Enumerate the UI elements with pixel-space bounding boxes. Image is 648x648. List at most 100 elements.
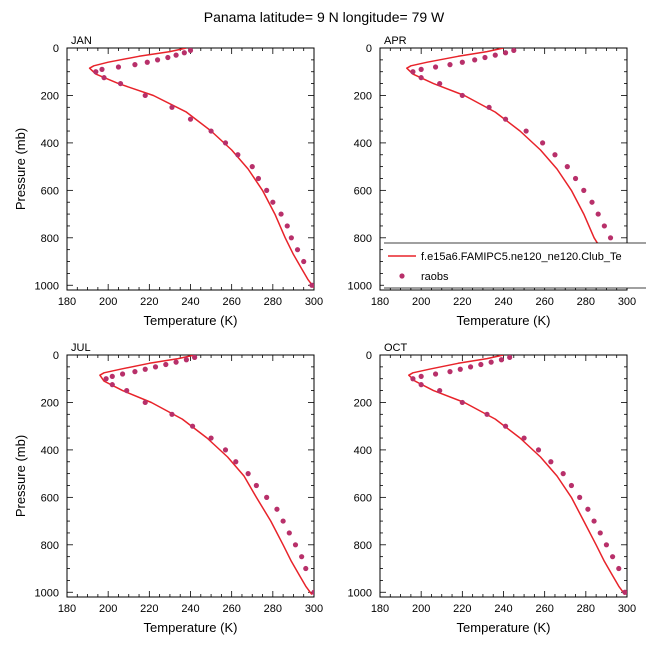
y-tick-label: 1000	[35, 587, 59, 599]
x-axis-label: Temperature (K)	[457, 620, 551, 635]
raobs-point	[264, 187, 270, 193]
raobs-point	[288, 235, 294, 241]
y-tick-label: 800	[354, 233, 372, 245]
y-axis-label: Pressure (mb)	[13, 435, 28, 517]
raobs-point	[581, 187, 587, 193]
raobs-point	[103, 376, 109, 382]
y-tick-label: 800	[354, 540, 372, 552]
y-tick-label: 1000	[35, 280, 59, 292]
raobs-point	[303, 565, 309, 572]
panel-oct: 180 200 220 240 260 280 300 0 200 400 600 800 1000 OC…	[348, 342, 637, 635]
x-tick-label: 200	[412, 296, 430, 308]
raobs-point	[486, 104, 492, 110]
raobs-point	[255, 175, 262, 182]
raobs-point	[245, 471, 251, 477]
x-tick-label: 180	[58, 296, 76, 308]
raobs-point	[564, 164, 570, 170]
raobs-point	[418, 382, 424, 388]
raobs-point	[548, 459, 554, 465]
raobs-point	[192, 355, 198, 360]
raobs-point	[309, 282, 314, 288]
raobs-point	[459, 399, 465, 406]
raobs-point	[502, 50, 509, 56]
x-tick-label: 280	[264, 603, 282, 615]
y-tick-label: 600	[41, 492, 59, 504]
raobs-point	[115, 64, 122, 70]
raobs-point	[284, 223, 290, 229]
raobs-point	[418, 75, 424, 81]
raobs-point	[552, 152, 558, 158]
raobs-point	[601, 223, 607, 229]
y-tick-label: 0	[53, 43, 59, 55]
plot-frame	[379, 354, 628, 598]
raobs-point	[607, 235, 614, 241]
model-line	[88, 48, 314, 289]
y-tick-label: 0	[53, 350, 59, 362]
raobs-point	[502, 116, 509, 122]
x-axis-label: Temperature (K)	[457, 313, 551, 328]
y-tick-label: 200	[354, 397, 372, 409]
raobs-point	[437, 387, 443, 394]
legend-background	[384, 243, 646, 288]
raobs-point	[488, 359, 494, 365]
x-tick-label: 200	[412, 603, 430, 615]
raobs-point	[165, 54, 171, 61]
raobs-point	[432, 371, 439, 377]
raobs-point	[603, 542, 610, 548]
raobs-point	[117, 80, 124, 87]
raobs-point	[535, 447, 542, 453]
raobs-point	[181, 50, 187, 56]
y-tick-label: 200	[41, 90, 59, 102]
raobs-point	[169, 104, 175, 110]
raobs-point	[311, 589, 314, 595]
x-tick-label: 260	[535, 296, 553, 308]
raobs-point	[101, 75, 107, 81]
x-tick-label: 300	[618, 603, 636, 615]
raobs-point	[482, 54, 488, 61]
raobs-point	[142, 399, 148, 406]
raobs-point	[459, 59, 465, 65]
raobs-point	[301, 258, 307, 265]
raobs-point	[163, 361, 169, 368]
x-axis-label: Temperature (K)	[144, 313, 238, 328]
y-tick-label: 800	[41, 540, 59, 552]
raobs-point	[142, 92, 148, 99]
raobs-point	[109, 373, 115, 379]
raobs-point	[294, 247, 301, 253]
model-line	[408, 355, 626, 596]
raobs-point	[292, 542, 299, 548]
x-tick-label: 240	[494, 296, 512, 308]
panel-title: OCT	[384, 342, 408, 354]
raobs-point	[622, 589, 627, 595]
raobs-point	[208, 128, 214, 134]
raobs-point	[410, 376, 416, 382]
raobs-point	[169, 411, 175, 417]
raobs-point	[286, 530, 292, 536]
panel-title: APR	[384, 35, 407, 47]
raobs-point	[173, 359, 179, 365]
x-tick-label: 180	[371, 296, 389, 308]
plot-frame	[66, 47, 315, 291]
raobs-point	[173, 52, 179, 58]
raobs-point	[467, 364, 474, 370]
x-tick-label: 220	[453, 603, 471, 615]
x-tick-label: 220	[140, 603, 158, 615]
figure-title: Panama latitude= 9 N longitude= 79 W	[204, 9, 445, 25]
raobs-point	[523, 128, 529, 134]
raobs-point	[274, 506, 280, 512]
raobs-point	[521, 435, 527, 441]
x-tick-label: 280	[577, 296, 595, 308]
raobs-point	[418, 373, 424, 379]
plot-area	[408, 355, 627, 596]
raobs-point	[437, 80, 443, 87]
raobs-point	[183, 357, 189, 363]
raobs-point	[253, 482, 259, 489]
y-tick-label: 200	[354, 90, 372, 102]
legend-obs-marker	[399, 273, 405, 279]
y-tick-label: 400	[354, 445, 372, 457]
panel-title: JUL	[71, 342, 91, 354]
raobs-point	[589, 199, 595, 205]
y-axis-label: Pressure (mb)	[13, 128, 28, 210]
raobs-point	[447, 62, 453, 68]
